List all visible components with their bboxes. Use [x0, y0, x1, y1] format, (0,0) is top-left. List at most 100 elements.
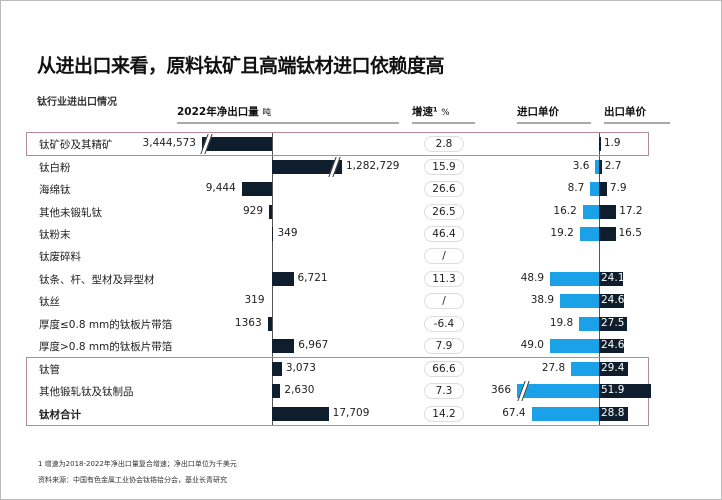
- growth-pill: 46.4: [424, 226, 464, 243]
- net-export-bar: [272, 361, 282, 376]
- net-export-label: 3,444,573: [142, 137, 196, 150]
- growth-pill: 66.6: [424, 360, 464, 377]
- net-export-bar: [272, 159, 342, 174]
- export-price-bar: [599, 384, 651, 399]
- header-net-export-unit: 吨: [262, 108, 272, 118]
- growth-pill: 26.5: [424, 203, 464, 220]
- import-price-bar: [531, 406, 599, 421]
- export-price-bar: [599, 294, 624, 309]
- row-label: 钛丝: [39, 296, 60, 309]
- export-price-bar: [599, 406, 628, 421]
- net-export-bar: [272, 271, 294, 286]
- net-export-bar: [272, 384, 281, 399]
- page-title: 从进出口来看，原料钛矿且高端钛材进口依赖度高: [37, 55, 445, 77]
- export-price-bar: [599, 316, 627, 331]
- import-price-label: 19.8: [549, 316, 574, 329]
- net-export-label: 17,709: [332, 406, 370, 419]
- import-price-bar: [579, 227, 599, 242]
- header-growth: 增速¹ %: [412, 104, 450, 119]
- row-label: 厚度>0.8 mm的钛板片带箔: [39, 341, 173, 354]
- net-export-label: 2,630: [284, 384, 315, 397]
- import-price-bar: [579, 316, 599, 331]
- row-label: 钛矿砂及其精矿: [39, 139, 113, 152]
- row-label: 钛粉末: [39, 229, 71, 242]
- export-price-label: 7.9: [609, 182, 627, 195]
- net-export-label: 6,721: [297, 271, 328, 284]
- import-price-label: 27.8: [541, 361, 566, 374]
- import-price-label: 38.9: [530, 294, 555, 307]
- import-price-label: 67.4: [502, 406, 526, 419]
- net-export-bar: [241, 182, 272, 197]
- growth-pill: 15.9: [424, 158, 464, 175]
- export-price-bar: [599, 204, 617, 219]
- growth-pill: 11.3: [424, 270, 464, 287]
- highlight-box: [26, 132, 649, 157]
- export-price-bar: [599, 361, 629, 376]
- chart-subtitle: 钛行业进出口情况: [37, 97, 117, 108]
- row-label: 其他未锻轧钛: [39, 206, 102, 219]
- import-price-label: 366: [490, 384, 511, 397]
- net-export-bar: [202, 137, 272, 152]
- export-price-label: 27.5: [601, 316, 625, 329]
- header-growth-unit: %: [441, 108, 450, 118]
- import-price-bar: [517, 384, 599, 399]
- net-export-label: 349: [277, 227, 298, 240]
- growth-pill: /: [424, 293, 464, 310]
- growth-pill: 7.3: [424, 383, 464, 400]
- import-price-label: 19.2: [550, 227, 574, 240]
- import-price-bar: [550, 339, 599, 354]
- net-export-label: 1,282,729: [346, 159, 400, 172]
- export-price-bar: [599, 137, 601, 152]
- net-export-bar: [267, 316, 272, 331]
- header-net-export-label: 2022年净出口量: [177, 106, 259, 118]
- header-net-export: 2022年净出口量 吨: [177, 104, 271, 119]
- footnote: 1 增速为2018-2022年净出口量复合增速；净出口单位为千美元: [38, 460, 237, 468]
- row-label: 其他锻轧钛及钛制品: [39, 386, 134, 399]
- import-price-bar: [571, 361, 599, 376]
- header-export-price: 出口单价: [604, 106, 646, 118]
- export-price-bar: [599, 339, 624, 354]
- net-export-bar: [269, 204, 272, 219]
- import-price-label: 48.9: [520, 271, 545, 284]
- export-price-bar: [599, 159, 602, 174]
- row-label: 钛废碎料: [39, 251, 81, 264]
- header-import-price: 进口单价: [517, 106, 559, 118]
- net-export-label: 319: [244, 294, 265, 307]
- net-export-bar: [272, 406, 329, 421]
- net-export-bar: [272, 339, 295, 354]
- export-price-bar: [599, 182, 607, 197]
- import-price-bar: [590, 182, 599, 197]
- growth-pill: 14.2: [424, 405, 464, 422]
- header-underline: [604, 122, 670, 124]
- net-export-label: 1363: [234, 316, 262, 329]
- export-price-label: 1.9: [603, 137, 621, 150]
- export-price-bar: [599, 271, 624, 286]
- export-price-label: 51.9: [601, 384, 625, 397]
- export-price-label: 16.5: [618, 227, 642, 240]
- export-price-label: 2.7: [604, 159, 622, 172]
- export-price-label: 24.6: [601, 294, 625, 307]
- header-underline: [412, 122, 475, 124]
- import-price-label: 16.2: [553, 204, 577, 217]
- net-export-label: 3,073: [285, 361, 316, 374]
- header-underline: [177, 122, 399, 124]
- row-label: 钛材合计: [39, 408, 81, 421]
- import-price-bar: [550, 271, 599, 286]
- import-price-label: 8.7: [567, 182, 585, 195]
- net-export-label: 929: [242, 204, 264, 217]
- header-growth-label: 增速¹: [412, 106, 438, 118]
- import-price-bar: [582, 204, 599, 219]
- row-label: 厚度≤0.8 mm的钛板片带箔: [39, 318, 173, 331]
- growth-pill: -6.4: [424, 315, 464, 332]
- export-price-label: 24.1: [601, 271, 625, 284]
- source-note: 资料来源：中国有色金属工业协会钛锆铪分会，基业长青研究: [38, 476, 227, 484]
- growth-pill: 7.9: [424, 338, 464, 355]
- net-export-label: 9,444: [205, 182, 236, 195]
- header-underline: [517, 122, 591, 124]
- net-export-bar: [272, 227, 273, 242]
- export-price-label: 28.8: [601, 406, 625, 419]
- growth-pill: 26.6: [424, 181, 464, 198]
- import-price-bar: [595, 159, 599, 174]
- net-export-label: 6,967: [298, 339, 329, 352]
- growth-pill: 2.8: [424, 136, 464, 153]
